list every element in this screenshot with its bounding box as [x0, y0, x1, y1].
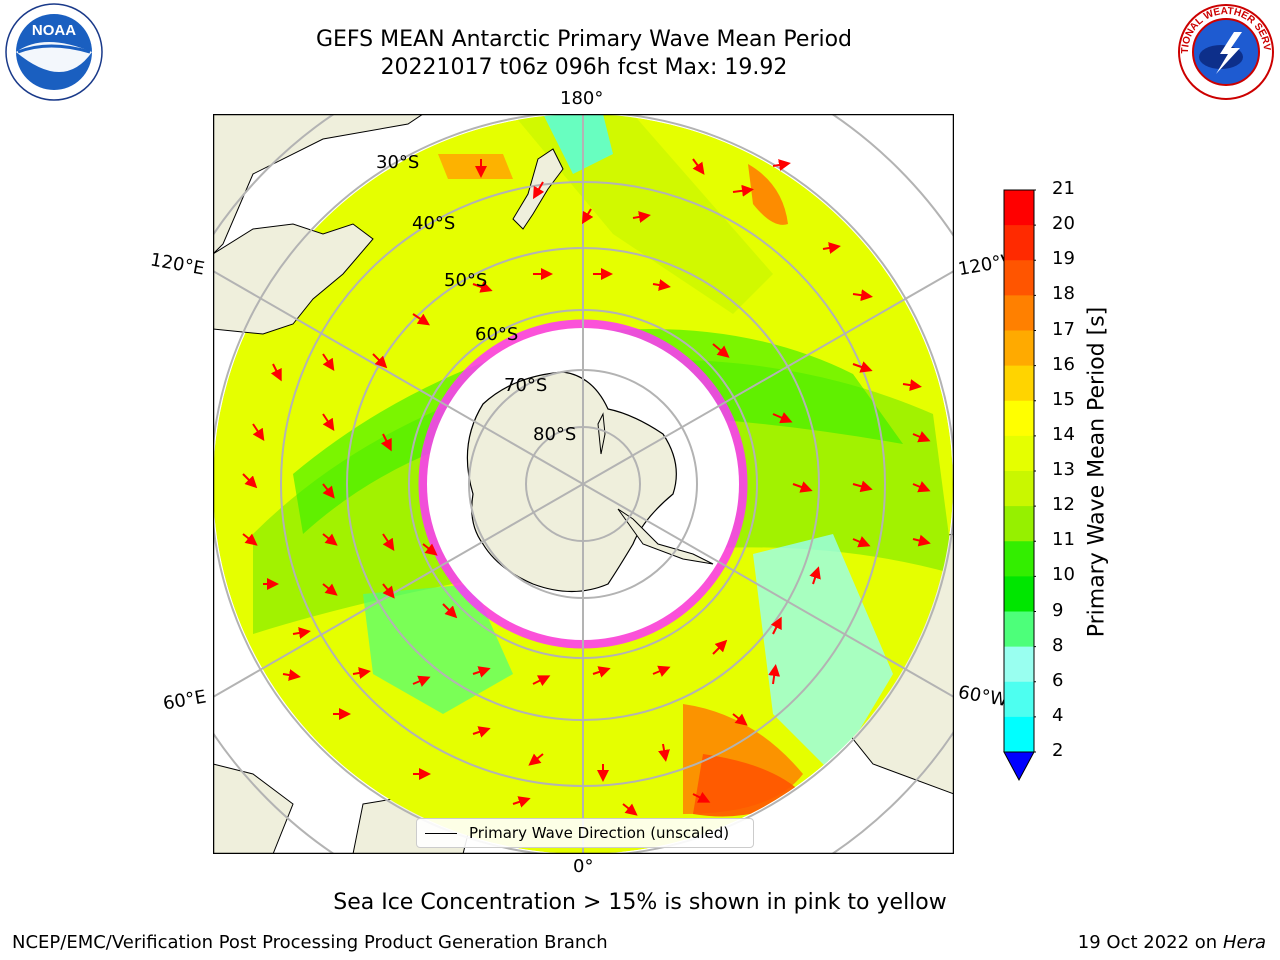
colorbar-segment [1004, 506, 1034, 542]
noaa-logo: NOAA [5, 3, 103, 101]
lon-label-0: 0° [573, 856, 594, 877]
colorbar-extend-arrow [1003, 751, 1035, 782]
colorbar-tick-label: 13 [1052, 459, 1075, 480]
colorbar-segment [1004, 681, 1034, 718]
colorbar-segment [1004, 365, 1034, 402]
legend-label: Primary Wave Direction (unscaled) [469, 824, 730, 842]
colorbar-segment [1004, 611, 1034, 648]
colorbar-segment [1004, 646, 1034, 683]
lon-label-180: 180° [560, 88, 604, 109]
lat-label-30s: 30°S [376, 152, 420, 173]
colorbar-tick-label: 12 [1052, 494, 1075, 516]
colorbar-segment [1004, 541, 1034, 577]
colorbar-tick-label: 18 [1052, 283, 1075, 305]
chart-subtitle: 20221017 t06z 096h fcst Max: 19.92 [380, 55, 788, 80]
colorbar-tick-label: 20 [1052, 213, 1075, 235]
colorbar-segment [1004, 471, 1034, 507]
colorbar-tick-label: 10 [1052, 564, 1075, 586]
noaa-logo-text: NOAA [32, 22, 76, 39]
lat-label-80s: 80°S [533, 424, 577, 445]
colorbar-tick-label: 19 [1052, 248, 1075, 270]
polar-map [213, 114, 954, 854]
colorbar-tick-label: 8 [1052, 634, 1064, 656]
colorbar-tick-label: 6 [1052, 669, 1064, 691]
lon-label-120e: 120°E [148, 249, 207, 280]
colorbar-label: Primary Wave Mean Period [s] [1084, 306, 1110, 638]
graticule [213, 114, 954, 854]
colorbar-segment [1004, 225, 1034, 261]
colorbar-tick-label: 14 [1052, 423, 1075, 445]
colorbar-segment [1004, 435, 1034, 472]
colorbar-tick-label: 21 [1052, 178, 1075, 199]
colorbar-tick-label: 4 [1052, 704, 1064, 726]
footer-date-text: 19 Oct 2022 on [1077, 932, 1223, 953]
footer-host: Hera [1222, 932, 1266, 953]
wave-direction-arrows [242, 158, 931, 816]
colorbar-tick-label: 9 [1052, 599, 1064, 621]
colorbar-tick-label: 17 [1052, 318, 1075, 340]
legend-line-swatch [425, 832, 457, 834]
chart-title: GEFS MEAN Antarctic Primary Wave Mean Pe… [315, 27, 853, 52]
lon-label-60e: 60°E [161, 686, 208, 715]
footer-credit: NCEP/EMC/Verification Post Processing Pr… [12, 932, 608, 953]
nws-logo: NATIONAL WEATHER SERVICE [1176, 2, 1274, 100]
colorbar [1003, 189, 1036, 782]
lat-label-70s: 70°S [504, 375, 548, 396]
colorbar-segment [1004, 190, 1034, 226]
colorbar-segment [1004, 576, 1034, 612]
lat-label-60s: 60°S [475, 324, 519, 345]
colorbar-tick-label: 2 [1052, 740, 1064, 761]
colorbar-segment [1004, 260, 1034, 296]
map-legend: Primary Wave Direction (unscaled) [416, 818, 754, 848]
colorbar-tick-label: 15 [1052, 388, 1075, 410]
lat-label-40s: 40°S [412, 213, 456, 234]
colorbar-tick-label: 11 [1052, 529, 1075, 551]
colorbar-segment [1004, 716, 1034, 753]
colorbar-segment [1004, 295, 1034, 331]
colorbar-tick-label: 16 [1052, 353, 1075, 375]
footer-date: 19 Oct 2022 on Hera [1078, 932, 1266, 953]
colorbar-segment [1004, 400, 1034, 437]
sea-ice-caption: Sea Ice Concentration > 15% is shown in … [333, 890, 947, 915]
colorbar-segment [1004, 330, 1034, 367]
lat-label-50s: 50°S [444, 270, 488, 291]
